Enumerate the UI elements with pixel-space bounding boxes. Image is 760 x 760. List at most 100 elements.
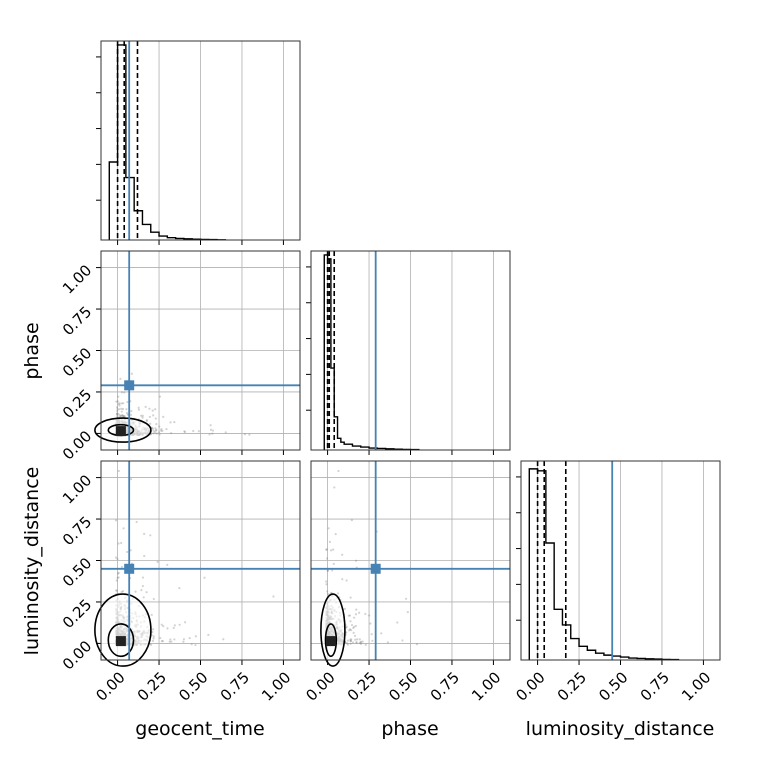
xtick-label-2: 0.50 xyxy=(385,668,421,704)
scatter-point xyxy=(352,631,355,635)
scatter-point xyxy=(151,630,154,634)
scatter-point xyxy=(368,614,371,617)
scatter-point xyxy=(154,427,157,430)
scatter-point xyxy=(350,629,353,632)
scatter-point xyxy=(122,402,125,405)
scatter-point xyxy=(159,429,163,432)
scatter-point xyxy=(155,428,158,431)
scatter-point xyxy=(183,430,186,433)
xlabel-geocent-time: geocent_time xyxy=(135,718,264,740)
scatter-point xyxy=(117,542,120,545)
scatter-point xyxy=(114,556,118,559)
scatter-point xyxy=(173,421,176,424)
xtick-label-4: 1.00 xyxy=(258,668,294,704)
scatter-point xyxy=(121,414,125,417)
scatter-point xyxy=(155,423,158,426)
scatter-point xyxy=(114,519,118,522)
xtick-label-3: 0.75 xyxy=(427,668,463,704)
scatter-point xyxy=(160,623,163,626)
scatter-point xyxy=(354,638,357,641)
scatter-point xyxy=(145,418,148,422)
scatter-point xyxy=(140,589,143,592)
density-contour-inner xyxy=(324,623,338,658)
scatter-point xyxy=(346,639,350,642)
scatter-point xyxy=(170,432,173,435)
scatter-point xyxy=(371,639,374,642)
scatter-point xyxy=(151,639,155,643)
scatter-point xyxy=(145,420,148,423)
scatter-point xyxy=(396,621,399,624)
scatter-point xyxy=(120,590,123,594)
scatter-point xyxy=(209,428,213,431)
scatter-point xyxy=(152,637,155,640)
scatter-point xyxy=(243,433,247,436)
scatter-point xyxy=(332,548,335,551)
scatter-point xyxy=(160,640,164,643)
scatter-point xyxy=(169,421,172,424)
scatter-point xyxy=(116,414,119,418)
scatter-point xyxy=(141,414,144,417)
scatter-point xyxy=(115,589,118,592)
ytick-label-3: 0.75 xyxy=(59,303,95,339)
scatter-point xyxy=(207,633,210,636)
scatter-point xyxy=(178,623,181,626)
scatter-point xyxy=(142,596,145,599)
scatter-point xyxy=(359,641,362,644)
scatter-point xyxy=(144,405,147,409)
scatter-point xyxy=(116,576,119,579)
scatter-point xyxy=(356,638,359,641)
scatter-point xyxy=(120,391,124,394)
scatter-point xyxy=(166,627,169,630)
panel-frame xyxy=(100,460,301,661)
scatter-point xyxy=(149,643,153,646)
scatter-point xyxy=(331,569,334,572)
scatter-point xyxy=(211,432,214,435)
scatter-point xyxy=(125,408,128,411)
scatter-point xyxy=(126,400,129,404)
scatter-point xyxy=(404,597,408,600)
xtick-label-4: 1.00 xyxy=(678,668,714,704)
scatter-point xyxy=(272,595,275,598)
scatter-point xyxy=(173,638,176,641)
scatter-point xyxy=(355,641,358,645)
scatter-point xyxy=(182,638,186,641)
scatter-point xyxy=(141,584,144,588)
scatter-point xyxy=(158,395,162,398)
scatter-point xyxy=(358,641,361,645)
panel-frame xyxy=(520,460,721,661)
scatter-point xyxy=(358,611,361,614)
scatter-point xyxy=(158,425,161,428)
truth-marker xyxy=(124,563,135,574)
panel-phase-vs-geocent-time: 0.00 0.25 0.50 0.75 1.00 xyxy=(59,250,301,463)
scatter-point xyxy=(143,532,146,536)
scatter-point xyxy=(118,408,121,411)
scatter-point xyxy=(173,624,176,627)
scatter-point xyxy=(354,613,358,616)
scatter-point xyxy=(120,541,123,545)
scatter-point xyxy=(158,433,161,436)
scatter-point xyxy=(349,596,352,599)
scatter-point xyxy=(348,614,352,617)
scatter-point xyxy=(192,429,195,433)
ytick-label-1: 0.25 xyxy=(59,386,95,422)
ylabel-phase: phase xyxy=(21,322,43,379)
density-contour-outer xyxy=(94,593,152,667)
scatter-point xyxy=(155,432,158,435)
scatter-point xyxy=(141,576,145,579)
scatter-point xyxy=(117,576,120,579)
scatter-point xyxy=(359,640,363,643)
scatter-point xyxy=(337,469,340,473)
scatter-point xyxy=(153,430,156,434)
scatter-point xyxy=(169,638,172,641)
scatter-point xyxy=(333,486,336,489)
density-peak xyxy=(115,426,126,437)
scatter-point xyxy=(353,616,356,619)
density-contour-inner xyxy=(107,623,135,658)
scatter-point xyxy=(129,413,133,416)
scatter-point xyxy=(162,415,165,419)
scatter-point xyxy=(325,583,328,586)
scatter-point xyxy=(119,414,122,417)
xtick-label-2: 0.50 xyxy=(175,668,211,704)
scatter-point xyxy=(116,412,119,415)
